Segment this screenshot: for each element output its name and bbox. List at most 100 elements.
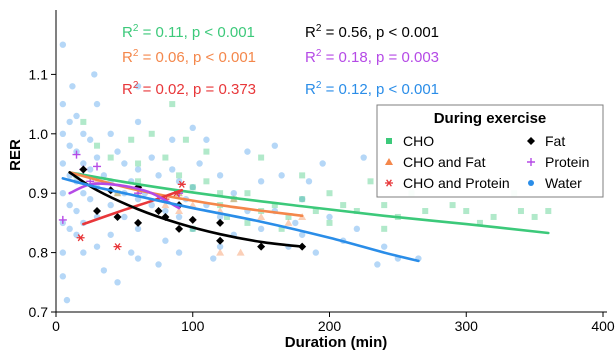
point-water-76 — [353, 225, 361, 233]
legend-label-cho: CHO — [403, 133, 434, 149]
point-cho-33 — [203, 148, 210, 155]
point-cho-20 — [312, 208, 319, 215]
legend-label-water: Water — [545, 175, 582, 191]
point-water-74 — [326, 213, 333, 221]
point-cho-42 — [531, 213, 538, 220]
point-cho-32 — [169, 101, 176, 108]
point-water-80-shape — [69, 83, 76, 90]
point-cho-10-shape — [189, 184, 196, 191]
point-cho-7 — [176, 172, 183, 179]
point-cho-and-fat-9 — [257, 212, 266, 220]
point-cho-37-shape — [367, 178, 374, 185]
point-water-34-shape — [107, 201, 114, 209]
point-water-61 — [216, 172, 224, 179]
point-water-59 — [196, 160, 203, 167]
point-water-37-shape — [121, 160, 128, 167]
point-water-59-shape — [196, 160, 203, 167]
trend-line-water — [61, 177, 420, 263]
legend-marker-cho-and-fat — [385, 158, 393, 165]
point-fat-6-shape — [154, 207, 163, 216]
point-water-39 — [121, 213, 128, 221]
point-water-82 — [114, 279, 121, 286]
point-water-63-shape — [216, 243, 224, 250]
point-water-83 — [155, 261, 162, 268]
point-cho-31 — [148, 130, 155, 137]
legend-marker-cho — [386, 138, 392, 144]
trend-line-cho — [68, 171, 550, 235]
point-protein-1 — [72, 150, 81, 159]
y-tick-label-1.1: 1.1 — [29, 66, 49, 82]
y-tick-label-1: 1.0 — [29, 126, 49, 142]
series-cho — [73, 101, 552, 232]
point-cho-46 — [128, 136, 135, 143]
point-water-36 — [114, 148, 121, 155]
point-water-47 — [148, 154, 155, 161]
point-water-72-shape — [298, 231, 306, 238]
point-water-85 — [244, 148, 251, 155]
point-cho-35 — [299, 172, 306, 179]
point-cho-4-shape — [135, 160, 142, 167]
legend-title: During exercise — [434, 110, 547, 127]
point-water-48 — [148, 201, 155, 209]
point-water-9 — [66, 142, 73, 149]
point-water-79 — [63, 296, 71, 304]
legend-marker-cho-shape — [386, 138, 392, 144]
x-tick-label-400: 400 — [591, 318, 615, 334]
point-cho-34 — [258, 154, 265, 161]
point-cho-17 — [271, 202, 278, 209]
point-water-16 — [73, 207, 80, 215]
legend-marker-fat-shape — [527, 137, 535, 145]
point-water-64 — [230, 190, 237, 197]
legend-entry-cho-and-fat: CHO and Fat — [385, 154, 486, 170]
point-cho-27 — [463, 208, 470, 215]
point-protein-4 — [93, 162, 102, 171]
point-cho-and-fat-9-shape — [257, 212, 266, 220]
point-water-19-shape — [80, 160, 87, 167]
point-protein-1-shape — [72, 150, 81, 159]
y-tick-label-0.8: 0.8 — [29, 245, 49, 261]
point-water-12-shape — [66, 225, 73, 233]
point-cho-15 — [244, 190, 251, 197]
point-cho-31-shape — [148, 130, 155, 137]
point-cho-43 — [223, 213, 230, 220]
point-cho-49-shape — [381, 225, 388, 232]
point-water-24 — [86, 166, 94, 173]
point-fat-12-shape — [216, 218, 225, 227]
point-fat-1-shape — [93, 207, 102, 216]
point-water-98 — [210, 255, 217, 262]
point-cho-43-shape — [223, 213, 230, 220]
point-water-41-shape — [134, 118, 142, 126]
point-cho-28 — [490, 213, 497, 220]
point-cho-39 — [449, 202, 456, 209]
point-water-55 — [175, 249, 183, 256]
point-fat-4-shape — [134, 218, 143, 227]
point-cho-29 — [517, 208, 524, 215]
point-cho-30-shape — [545, 208, 552, 215]
trend-line-cho-and-fat — [68, 171, 304, 218]
legend-marker-water — [528, 180, 534, 186]
point-water-73 — [312, 249, 320, 256]
point-water-88-shape — [360, 154, 367, 161]
legend-entry-fat: Fat — [527, 133, 565, 149]
point-cho-44 — [278, 225, 285, 232]
point-cho-47 — [189, 225, 196, 232]
point-cho-and-fat-13-shape — [236, 248, 245, 256]
point-water-52 — [169, 166, 176, 173]
point-fat-3 — [113, 212, 122, 221]
legend-entry-water: Water — [528, 175, 582, 191]
point-cho-5 — [135, 178, 142, 185]
point-cho-and-protein-0 — [76, 234, 85, 242]
point-water-13 — [73, 112, 80, 120]
point-cho-26 — [422, 208, 429, 215]
scatter-points — [58, 41, 552, 304]
point-cho-11 — [203, 178, 210, 185]
point-cho-10 — [189, 184, 196, 191]
point-fat-11 — [216, 236, 225, 245]
point-water-32 — [107, 130, 114, 137]
point-water-47-shape — [148, 154, 155, 161]
point-water-97 — [305, 178, 313, 185]
point-fat-10 — [188, 215, 197, 224]
x-tick-label-0: 0 — [52, 318, 60, 334]
point-cho-18-shape — [285, 213, 292, 220]
point-water-27-shape — [93, 154, 101, 161]
